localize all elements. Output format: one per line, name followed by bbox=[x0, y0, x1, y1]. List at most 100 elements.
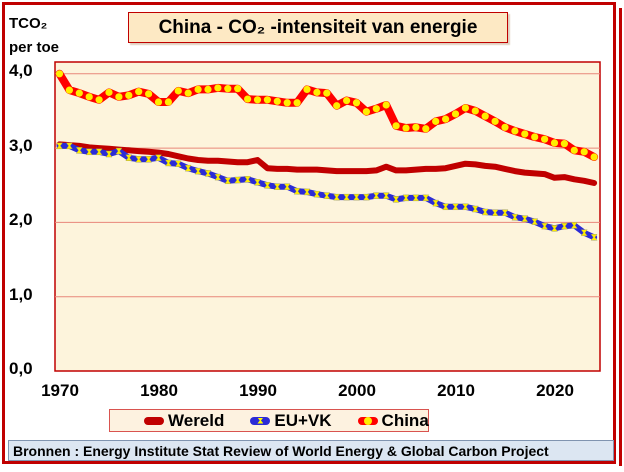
data-point-eu-vk bbox=[204, 170, 212, 177]
x-tick-label: 1980 bbox=[140, 381, 178, 400]
data-point-eu-vk bbox=[541, 222, 548, 230]
data-point-china bbox=[491, 117, 499, 125]
data-point-china bbox=[263, 96, 271, 104]
data-point-eu-vk bbox=[214, 173, 222, 181]
legend-item-wereld[interactable]: Wereld bbox=[144, 411, 224, 431]
data-point-eu-vk bbox=[491, 209, 499, 216]
data-point-eu-vk bbox=[234, 176, 242, 184]
data-point-china bbox=[293, 99, 301, 107]
data-point-eu-vk bbox=[95, 148, 103, 156]
data-point-china bbox=[154, 98, 163, 106]
data-point-eu-vk bbox=[303, 188, 311, 196]
data-point-china bbox=[590, 153, 598, 161]
data-point-eu-vk bbox=[244, 176, 251, 183]
data-point-china bbox=[432, 117, 440, 125]
data-point-china bbox=[224, 85, 232, 93]
x-tick-label: 1970 bbox=[41, 381, 79, 400]
chart-title: China - CO₂ -intensiteit van energie bbox=[128, 12, 508, 43]
data-point-eu-vk bbox=[273, 183, 281, 190]
data-point-china bbox=[95, 96, 103, 104]
data-point-eu-vk bbox=[56, 142, 63, 150]
data-point-china bbox=[362, 108, 370, 116]
data-point-china bbox=[125, 91, 133, 99]
data-point-china bbox=[541, 135, 549, 143]
data-point-china bbox=[481, 112, 489, 120]
data-point-china bbox=[234, 85, 242, 93]
y-tick-label: 0,0 bbox=[9, 359, 33, 378]
y-axis-label-per: per toe bbox=[9, 39, 60, 56]
source-note: Bronnen : Energy Institute Stat Review o… bbox=[8, 440, 614, 461]
data-point-china bbox=[244, 95, 252, 103]
data-point-china bbox=[194, 85, 202, 94]
data-point-china bbox=[412, 123, 420, 131]
data-point-china bbox=[471, 107, 479, 115]
data-point-china bbox=[283, 99, 291, 107]
data-point-china bbox=[521, 130, 529, 138]
legend-label-eu-vk: EU+VK bbox=[274, 410, 332, 430]
legend-swatch-wereld bbox=[144, 416, 164, 425]
data-point-eu-vk bbox=[353, 193, 360, 201]
legend: Wereld EU+VK China bbox=[109, 409, 429, 432]
data-point-china bbox=[55, 70, 64, 78]
y-tick-label: 3,0 bbox=[9, 136, 33, 155]
data-point-eu-vk bbox=[363, 193, 370, 201]
data-point-china bbox=[214, 84, 222, 92]
data-point-eu-vk bbox=[283, 183, 291, 190]
data-point-eu-vk bbox=[293, 187, 301, 195]
data-point-eu-vk bbox=[521, 215, 529, 222]
legend-item-eu-vk[interactable]: EU+VK bbox=[250, 410, 332, 431]
data-point-china bbox=[442, 115, 450, 123]
data-point-eu-vk bbox=[135, 156, 143, 163]
data-point-eu-vk bbox=[511, 213, 519, 221]
data-point-eu-vk bbox=[402, 194, 410, 202]
data-point-eu-vk bbox=[224, 177, 232, 184]
data-point-eu-vk bbox=[85, 148, 93, 156]
data-point-china bbox=[333, 102, 341, 110]
data-point-eu-vk bbox=[580, 229, 588, 237]
legend-swatch-china bbox=[357, 416, 378, 425]
data-point-eu-vk bbox=[442, 203, 449, 210]
data-point-china bbox=[164, 98, 172, 106]
data-point-eu-vk bbox=[75, 147, 83, 154]
y-axis-label-unit: TCO₂ bbox=[9, 15, 48, 32]
data-point-china bbox=[313, 88, 321, 96]
data-point-china bbox=[65, 86, 73, 94]
y-tick-label: 4,0 bbox=[9, 61, 33, 80]
data-point-china bbox=[105, 88, 113, 96]
series-layer bbox=[55, 69, 599, 241]
data-point-china bbox=[461, 104, 469, 112]
data-point-eu-vk bbox=[323, 192, 331, 199]
data-point-china bbox=[184, 89, 192, 97]
legend-swatch-eu-vk bbox=[250, 416, 271, 425]
data-point-eu-vk bbox=[551, 225, 558, 232]
data-point-china bbox=[323, 89, 331, 97]
data-point-eu-vk bbox=[66, 142, 73, 150]
data-point-china bbox=[451, 110, 460, 118]
gridlines bbox=[55, 73, 600, 298]
data-point-eu-vk bbox=[471, 205, 479, 213]
data-point-eu-vk bbox=[264, 182, 271, 189]
data-point-eu-vk bbox=[432, 199, 440, 207]
data-point-eu-vk bbox=[372, 192, 380, 199]
data-point-eu-vk bbox=[590, 234, 598, 241]
data-point-china bbox=[352, 99, 361, 107]
legend-item-china[interactable]: China bbox=[357, 411, 429, 431]
data-point-eu-vk bbox=[561, 222, 568, 230]
data-point-eu-vk bbox=[481, 208, 489, 216]
data-point-china bbox=[422, 125, 430, 133]
data-point-eu-vk bbox=[570, 222, 578, 229]
x-tick-label: 2010 bbox=[437, 381, 475, 400]
data-point-eu-vk bbox=[382, 192, 390, 199]
series-line-wereld bbox=[56, 141, 598, 186]
data-point-eu-vk bbox=[254, 179, 261, 186]
x-tick-label: 1990 bbox=[239, 381, 277, 400]
data-point-eu-vk bbox=[145, 156, 152, 163]
data-point-eu-vk bbox=[184, 164, 192, 172]
data-point-china bbox=[501, 123, 509, 131]
data-point-eu-vk bbox=[501, 209, 509, 216]
data-point-eu-vk bbox=[165, 159, 172, 167]
x-tick-label: 2020 bbox=[536, 381, 574, 400]
data-point-eu-vk bbox=[155, 154, 162, 161]
data-point-china bbox=[135, 88, 143, 96]
